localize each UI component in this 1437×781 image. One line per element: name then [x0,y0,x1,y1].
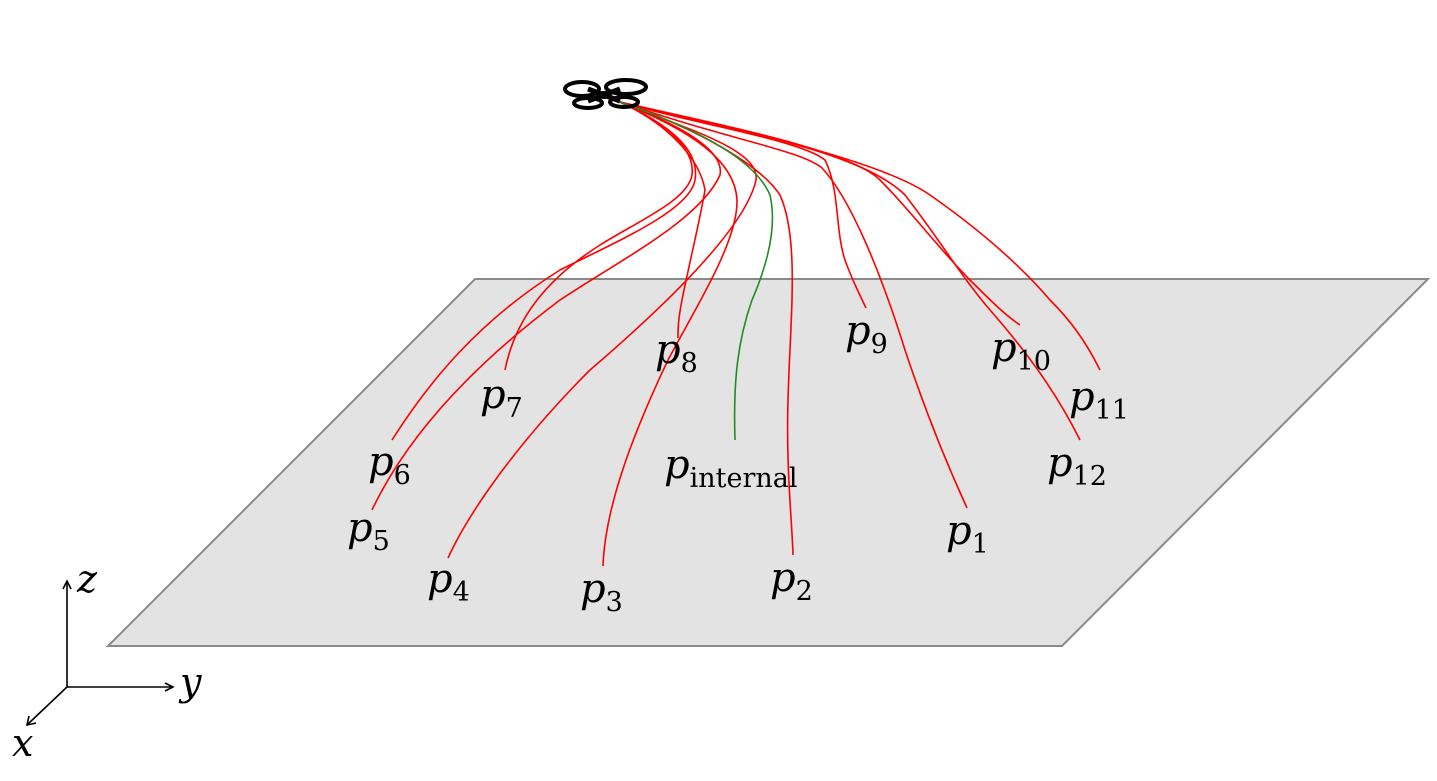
label-p10: p10 [991,325,1051,377]
trajectory-p9 [619,101,867,309]
trajectory-p6 [391,101,697,441]
trajectory-p8 [619,101,706,339]
ground-plane [105,278,1431,647]
label-p2-base: p [770,555,796,601]
trajectory-p3 [602,101,738,567]
label-p7-subscript: 7 [506,393,523,424]
trajectory-pinternal [619,101,774,441]
label-p10-subscript: 10 [1017,346,1051,377]
trajectory-paths [371,101,1101,567]
label-p5-subscript: 5 [373,526,390,557]
label-p8-base: p [655,327,681,373]
trajectory-p10 [619,101,1021,326]
label-p1-base: p [946,508,972,554]
y-axis-arrowhead [164,682,175,692]
label-p2-subscript: 2 [796,576,813,607]
label-p8-subscript: 8 [681,348,698,379]
trajectory-p7 [504,101,693,371]
trajectory-p12 [619,101,1081,441]
label-p6-base: p [368,439,394,485]
label-pinternal: pinternal [664,442,798,494]
label-p7: p7 [480,372,523,424]
label-p4-base: p [427,556,453,602]
quadcopter-drone-icon [563,78,648,110]
label-p3-subscript: 3 [606,587,623,618]
label-p1: p1 [946,508,989,560]
trajectory-p4 [447,101,757,559]
label-p9: p9 [845,308,888,360]
label-p4: p4 [427,556,470,608]
label-p4-subscript: 4 [453,577,470,608]
label-p6: p6 [368,439,411,491]
label-p5-base: p [347,505,373,551]
x-axis-label: x [12,721,33,765]
y-axis-label: y [178,660,202,704]
x-axis-line [27,686,68,725]
x-axis-arrowhead [25,715,37,727]
label-p12: p12 [1047,440,1107,492]
label-p2: p2 [770,555,813,607]
label-p3-base: p [580,566,606,612]
z-axis-label: z [76,557,98,601]
label-p1-subscript: 1 [972,529,989,560]
label-p10-base: p [991,325,1017,371]
label-p12-base: p [1047,440,1073,486]
trajectory-p5 [371,101,722,511]
label-p11-base: p [1069,374,1095,420]
trajectory-p1 [619,101,968,509]
label-p12-subscript: 12 [1073,461,1107,492]
coordinate-axes [25,579,175,727]
label-p6-subscript: 6 [394,460,411,491]
label-p11-subscript: 11 [1095,395,1129,426]
label-p9-base: p [845,308,871,354]
z-axis-arrowhead [62,579,72,590]
label-p7-base: p [480,372,506,418]
label-p5: p5 [347,505,390,557]
label-p8: p8 [655,327,698,379]
label-p3: p3 [580,566,623,618]
label-pinternal-base: p [664,442,690,488]
label-p9-subscript: 9 [871,329,888,360]
label-p11: p11 [1069,374,1129,426]
label-pinternal-subscript: internal [690,463,798,494]
